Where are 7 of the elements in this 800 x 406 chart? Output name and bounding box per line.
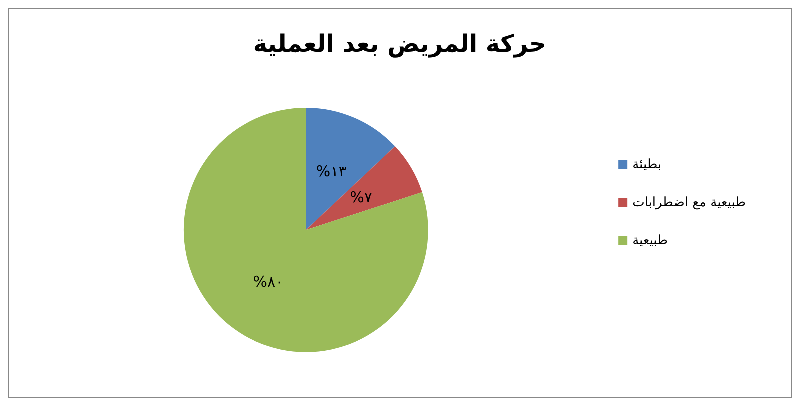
chart-title: حركة المريض بعد العملية bbox=[253, 30, 547, 58]
data-label: %٧ bbox=[350, 188, 373, 207]
legend-label: بطيئة bbox=[632, 158, 662, 172]
legend-label: طبيعية bbox=[632, 234, 668, 248]
data-label: %١٣ bbox=[316, 162, 347, 180]
data-label: %٨٠ bbox=[253, 273, 284, 292]
legend-label: طبيعية مع اضطرابات bbox=[632, 196, 746, 210]
